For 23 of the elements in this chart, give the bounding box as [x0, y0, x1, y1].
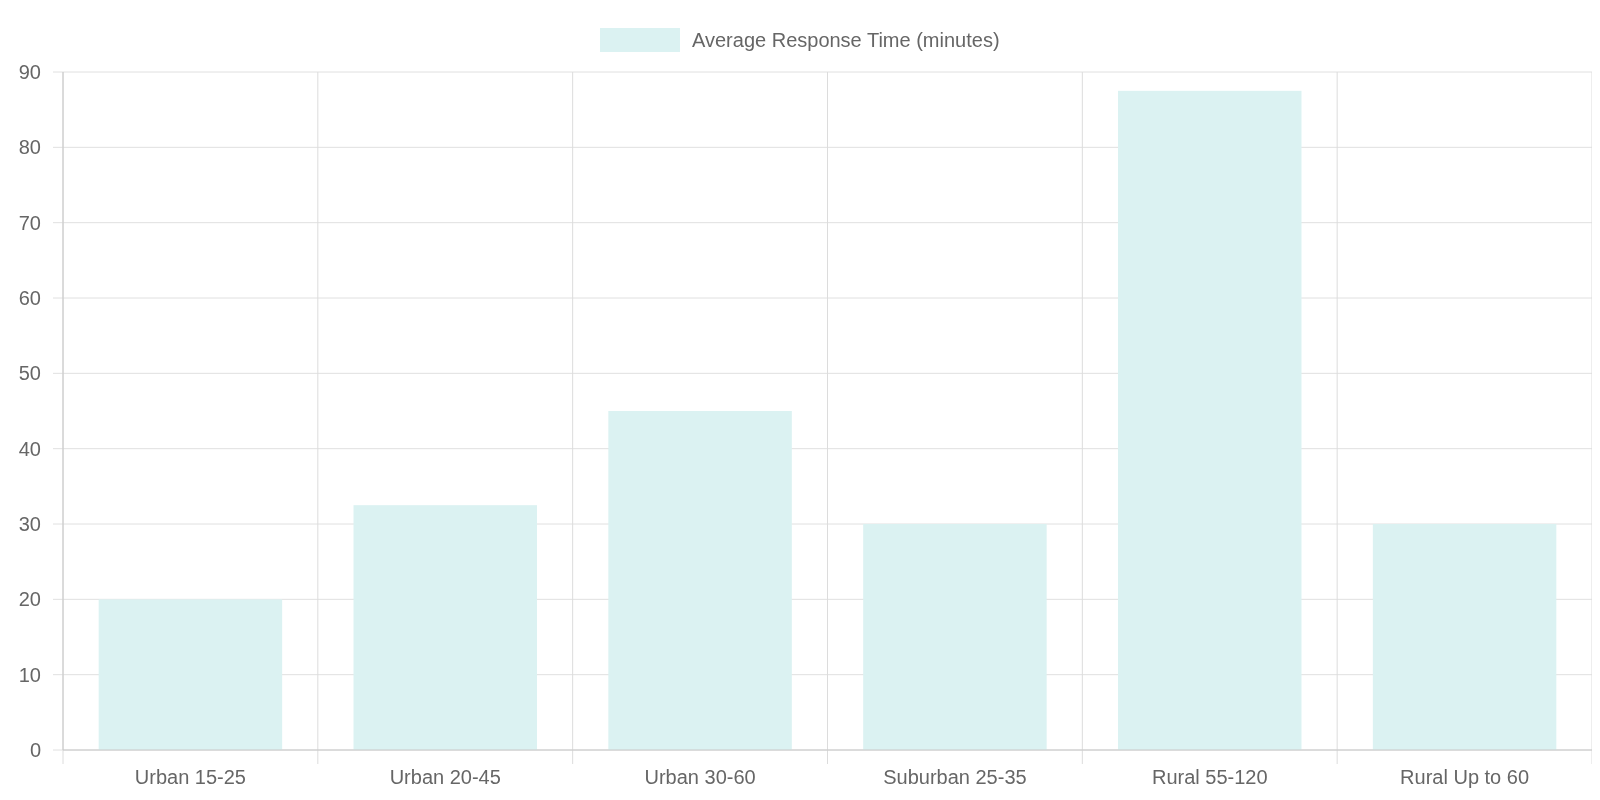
- y-tick-label: 20: [18, 588, 41, 611]
- bar: [98, 599, 283, 750]
- bar: [1118, 90, 1302, 750]
- x-tick-label: Urban 30-60: [644, 766, 756, 788]
- y-tick-label: 90: [18, 61, 41, 83]
- bar: [608, 411, 792, 750]
- x-tick-label: Rural 55-120: [1151, 766, 1268, 788]
- y-tick-label: 0: [29, 739, 41, 761]
- y-tick-label: 30: [18, 513, 41, 535]
- y-tick-label: 50: [18, 362, 41, 385]
- bar: [863, 524, 1047, 750]
- x-tick-label: Urban 20-45: [389, 766, 501, 788]
- y-tick-label: 60: [18, 287, 41, 309]
- y-tick-label: 80: [18, 136, 41, 159]
- y-tick-label: 40: [18, 437, 41, 460]
- bar: [1372, 524, 1557, 750]
- x-tick-label: Urban 15-25: [134, 766, 247, 788]
- y-tick-label: 70: [18, 211, 41, 234]
- legend-label: Average Response Time (minutes): [692, 29, 1000, 51]
- x-tick-label: Rural Up to 60: [1400, 766, 1530, 788]
- y-tick-label: 10: [18, 663, 41, 686]
- x-tick-label: Suburban 25-35: [883, 766, 1027, 788]
- bar: [353, 505, 537, 750]
